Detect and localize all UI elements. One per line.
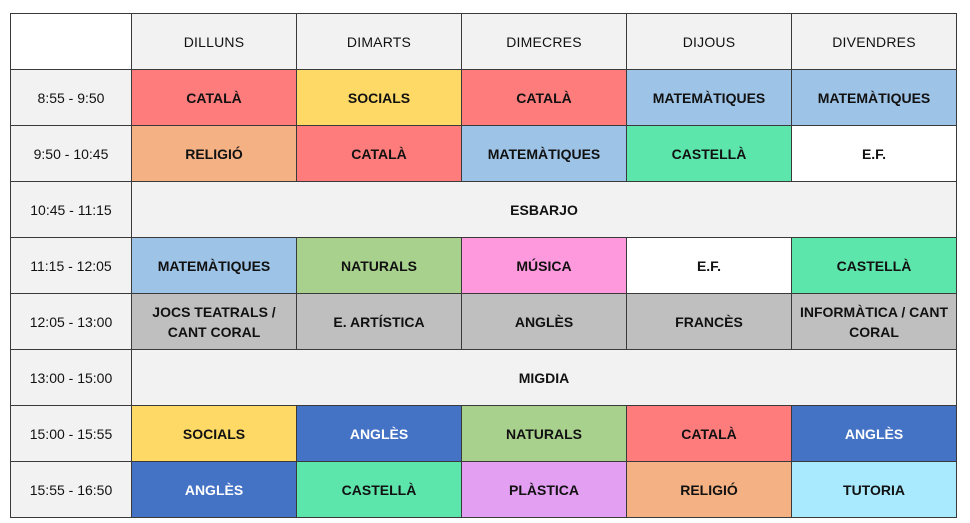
subject-cell: SOCIALS	[296, 69, 462, 126]
subject-cell: JOCS TEATRALS / CANT CORAL	[131, 293, 297, 350]
subject-cell: MATEMÀTIQUES	[131, 237, 297, 294]
time-slot-label: 8:55 - 9:50	[10, 69, 132, 126]
subject-cell: RELIGIÓ	[131, 125, 297, 182]
time-slot-row: 10:45 - 11:15 ESBARJO	[10, 181, 957, 238]
time-slot-row: 13:00 - 15:00 MIGDIA	[10, 349, 957, 406]
time-slot-label: 15:00 - 15:55	[10, 405, 132, 462]
subject-cell: CATALÀ	[131, 69, 297, 126]
subject-cell: ANGLÈS	[131, 461, 297, 518]
timetable-body: 8:55 - 9:50 CATALÀ SOCIALS CATALÀ MATEMÀTIQU…	[10, 69, 957, 518]
timetable: DILLUNS DIMARTS DIMECRES DIJOUS DIVENDRE…	[10, 13, 957, 518]
subject-cell: ANGLÈS	[296, 405, 462, 462]
day-header-thursday: DIJOUS	[626, 13, 792, 70]
time-slot-row: 15:00 - 15:55 SOCIALS ANGLÈS NATURALS CATALÀ…	[10, 405, 957, 462]
time-slot-label: 15:55 - 16:50	[10, 461, 132, 518]
day-header-wednesday: DIMECRES	[461, 13, 627, 70]
time-slot-row: 8:55 - 9:50 CATALÀ SOCIALS CATALÀ MATEMÀTIQU…	[10, 69, 957, 126]
time-slot-label: 12:05 - 13:00	[10, 293, 132, 350]
break-cell: ESBARJO	[131, 181, 957, 238]
subject-cell: CASTELLÀ	[626, 125, 792, 182]
subject-cell: ANGLÈS	[461, 293, 627, 350]
time-slot-label: 9:50 - 10:45	[10, 125, 132, 182]
subject-cell: MÚSICA	[461, 237, 627, 294]
header-row: DILLUNS DIMARTS DIMECRES DIJOUS DIVENDRE…	[10, 13, 957, 70]
subject-cell: TUTORIA	[791, 461, 957, 518]
subject-cell: NATURALS	[296, 237, 462, 294]
day-header-tuesday: DIMARTS	[296, 13, 462, 70]
subject-cell: E.F.	[626, 237, 792, 294]
time-slot-row: 12:05 - 13:00 JOCS TEATRALS / CANT CORAL E…	[10, 293, 957, 350]
break-cell: MIGDIA	[131, 349, 957, 406]
subject-cell: CATALÀ	[626, 405, 792, 462]
subject-cell: PLÀSTICA	[461, 461, 627, 518]
subject-cell: CASTELLÀ	[791, 237, 957, 294]
subject-cell: FRANCÈS	[626, 293, 792, 350]
subject-cell: RELIGIÓ	[626, 461, 792, 518]
time-slot-label: 10:45 - 11:15	[10, 181, 132, 238]
day-header-monday: DILLUNS	[131, 13, 297, 70]
day-header-friday: DIVENDRES	[791, 13, 957, 70]
time-slot-row: 9:50 - 10:45 RELIGIÓ CATALÀ MATEMÀTIQUES CAS…	[10, 125, 957, 182]
subject-cell: CATALÀ	[461, 69, 627, 126]
time-slot-label: 11:15 - 12:05	[10, 237, 132, 294]
time-slot-row: 11:15 - 12:05 MATEMÀTIQUES NATURALS MÚSICA E…	[10, 237, 957, 294]
time-slot-label: 13:00 - 15:00	[10, 349, 132, 406]
subject-cell: MATEMÀTIQUES	[791, 69, 957, 126]
subject-cell: ANGLÈS	[791, 405, 957, 462]
subject-cell: E. ARTÍSTICA	[296, 293, 462, 350]
corner-cell	[10, 13, 132, 70]
subject-cell: INFORMÀTICA / CANT CORAL	[791, 293, 957, 350]
subject-cell: NATURALS	[461, 405, 627, 462]
subject-cell: MATEMÀTIQUES	[626, 69, 792, 126]
time-slot-row: 15:55 - 16:50 ANGLÈS CASTELLÀ PLÀSTICA RELIG…	[10, 461, 957, 518]
subject-cell: E.F.	[791, 125, 957, 182]
subject-cell: MATEMÀTIQUES	[461, 125, 627, 182]
subject-cell: SOCIALS	[131, 405, 297, 462]
subject-cell: CATALÀ	[296, 125, 462, 182]
subject-cell: CASTELLÀ	[296, 461, 462, 518]
